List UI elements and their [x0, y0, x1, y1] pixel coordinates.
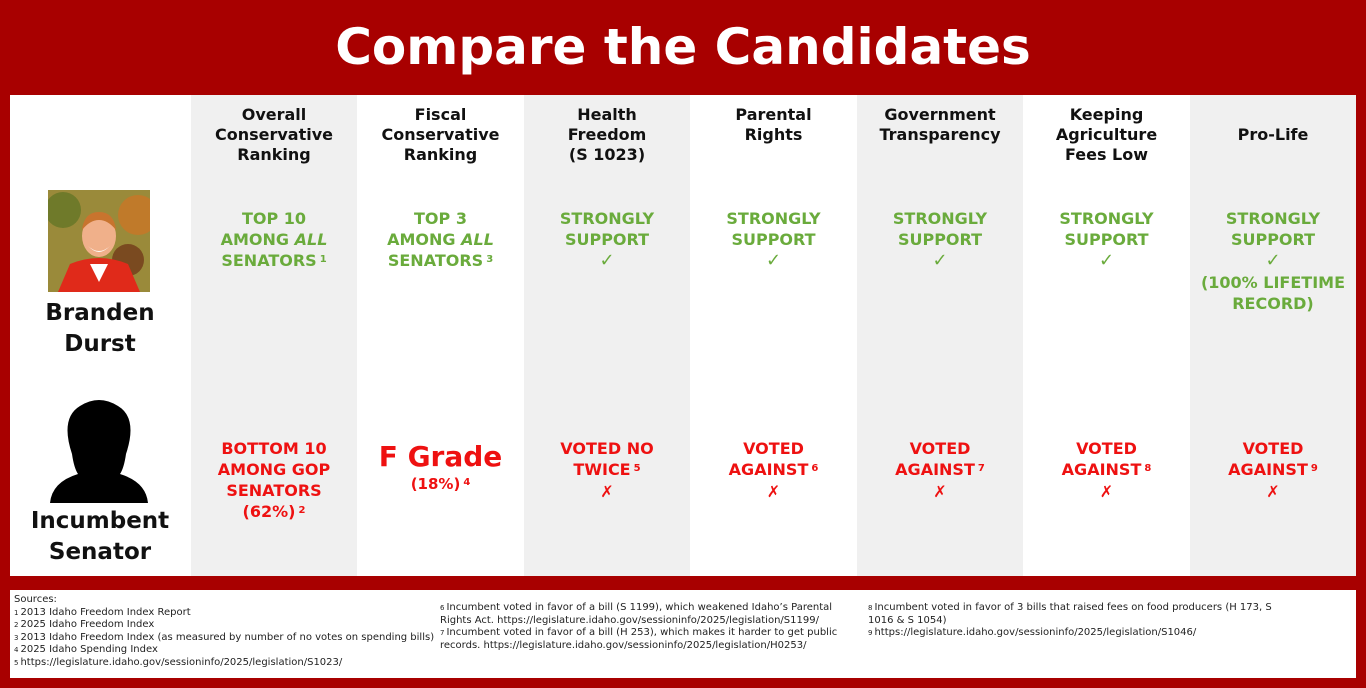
- silhouette-icon: [50, 400, 148, 503]
- sources-column-2: 6 Incumbent voted in favor of a bill (S 1…: [440, 602, 850, 652]
- incumbent-cell: VOTED AGAINST 7 ✗: [857, 438, 1023, 504]
- source-item[interactable]: 6 Incumbent voted in favor of a bill (S 1…: [440, 602, 833, 626]
- sources-column-3: 8 Incumbent voted in favor of 3 bills tha…: [868, 602, 1288, 640]
- column-parental-rights: Parental Rights STRONGLY SUPPORT ✓ VOTED…: [690, 95, 857, 576]
- source-item: 3 2013 Idaho Freedom Index (as measured b…: [14, 631, 435, 643]
- x-icon: ✗: [1266, 482, 1280, 501]
- durst-cell: STRONGLY SUPPORT ✓: [524, 208, 690, 272]
- column-header: Fiscal Conservative Ranking: [381, 105, 500, 164]
- column-pro-life: Pro-Life STRONGLY SUPPORT ✓ (100% LIFETI…: [1190, 95, 1356, 576]
- sources-panel: Sources: 1 2013 Idaho Freedom Index Repor…: [10, 590, 1356, 678]
- candidate-name-incumbent: Incumbent Senator: [30, 508, 170, 565]
- column-header: Overall Conservative Ranking: [214, 105, 334, 164]
- incumbent-cell: VOTED NO TWICE 5 ✗: [524, 438, 690, 504]
- check-icon: ✓: [1098, 250, 1115, 271]
- x-icon: ✗: [1099, 482, 1114, 501]
- column-agriculture-fees: Keeping Agriculture Fees Low STRONGLY SU…: [1023, 95, 1190, 576]
- durst-cell: STRONGLY SUPPORT ✓: [1023, 208, 1190, 272]
- among-all-line: AMONG ALL: [220, 230, 328, 249]
- among-all-line: AMONG ALL: [387, 230, 494, 249]
- source-item: 2 2025 Idaho Freedom Index: [14, 619, 155, 630]
- incumbent-cell: F Grade (18%) 4: [357, 438, 524, 494]
- sources-heading: Sources:: [14, 594, 57, 605]
- incumbent-cell: VOTED AGAINST 8 ✗: [1023, 438, 1190, 504]
- grade-label: F Grade: [378, 440, 503, 473]
- column-header: Keeping Agriculture Fees Low: [1055, 105, 1158, 164]
- x-icon: ✗: [933, 482, 947, 501]
- column-header: Government Transparency: [879, 105, 1001, 144]
- column-health-freedom: Health Freedom (S 1023) STRONGLY SUPPORT…: [524, 95, 690, 576]
- column-header: Pro-Life: [1237, 125, 1309, 144]
- incumbent-cell: BOTTOM 10 AMONG GOP SENATORS (62%) 2: [217, 439, 331, 521]
- check-icon: ✓: [932, 250, 948, 271]
- incumbent-cell: VOTED AGAINST 6 ✗: [690, 438, 857, 504]
- check-icon: ✓: [765, 250, 782, 271]
- page-title: Compare the Candidates: [335, 18, 1031, 76]
- incumbent-cell: VOTED AGAINST 9 ✗: [1190, 438, 1356, 504]
- candidate-photo: [48, 190, 150, 292]
- source-item: 8 Incumbent voted in favor of 3 bills tha…: [868, 602, 1272, 626]
- source-item[interactable]: 7 Incumbent voted in favor of a bill (H 2…: [440, 627, 838, 651]
- source-link[interactable]: 9 https://legislature.idaho.gov/sessionin…: [868, 627, 1197, 638]
- candidate-column: Branden Durst Incumbent Senator: [10, 95, 190, 576]
- x-icon: ✗: [766, 482, 781, 501]
- candidate-name-durst: Branden Durst: [45, 300, 155, 357]
- durst-cell: TOP 10 AMONG ALL SENATORS 1: [191, 208, 357, 271]
- durst-cell: STRONGLY SUPPORT ✓: [857, 208, 1023, 272]
- check-icon: ✓: [1265, 250, 1281, 271]
- column-overall-ranking: Overall Conservative Ranking TOP 10 AMON…: [191, 95, 357, 576]
- durst-cell: STRONGLY SUPPORT ✓ (100% LIFETIME RECORD…: [1190, 208, 1356, 314]
- source-link[interactable]: 5 https://legislature.idaho.gov/sessionin…: [14, 656, 343, 668]
- column-header: Parental Rights: [735, 105, 812, 144]
- durst-cell: STRONGLY SUPPORT ✓: [690, 208, 857, 272]
- check-icon: ✓: [599, 250, 615, 271]
- sources-column-1: Sources: 1 2013 Idaho Freedom Index Repor…: [14, 594, 434, 669]
- durst-cell: TOP 3 AMONG ALL SENATORS 3: [357, 208, 524, 271]
- column-fiscal-ranking: Fiscal Conservative Ranking TOP 3 AMONG …: [357, 95, 524, 576]
- source-item: 4 2025 Idaho Spending Index: [14, 644, 158, 655]
- column-header: Health Freedom (S 1023): [567, 105, 647, 164]
- x-icon: ✗: [600, 482, 614, 501]
- source-item: 1 2013 Idaho Freedom Index Report: [14, 606, 191, 618]
- column-government-transparency: Government Transparency STRONGLY SUPPORT…: [857, 95, 1023, 576]
- comparison-table: Branden Durst Incumbent Senator Overall …: [10, 95, 1356, 576]
